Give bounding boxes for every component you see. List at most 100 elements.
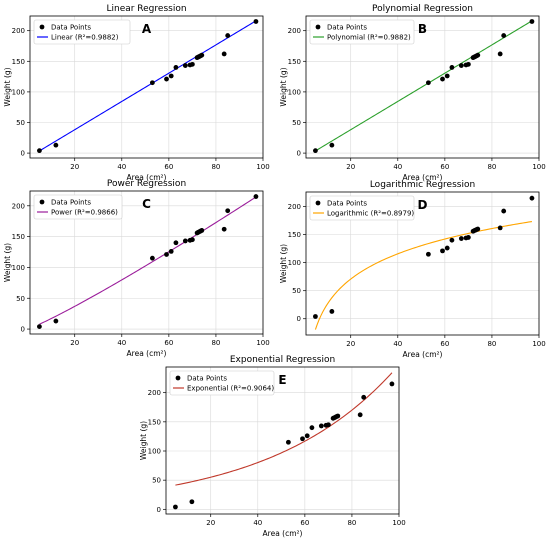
plot-frame [305, 15, 540, 159]
y-tick-label: 150 [148, 418, 161, 426]
y-tick-label: 150 [288, 231, 301, 239]
data-point [221, 51, 227, 57]
y-tick-label: 0 [157, 506, 161, 514]
y-tick-label: 200 [12, 202, 25, 210]
data-point [189, 237, 195, 243]
legend-label-fit: Power (R²=0.9866) [51, 209, 118, 217]
legend: Data Points Exponential (R²=0.9064) [169, 370, 274, 396]
panel-letter: E [278, 373, 286, 387]
panel-letter: C [142, 197, 151, 211]
y-tick-label: 50 [16, 295, 25, 303]
data-point [182, 238, 188, 244]
data-point [501, 33, 507, 38]
data-point [501, 208, 507, 214]
x-tick-label: 80 [487, 340, 496, 348]
data-point [285, 439, 291, 445]
x-tick-label: 80 [211, 163, 220, 171]
data-point [475, 52, 481, 58]
legend: Data Points Logarithmic (R²=0.8979) [309, 195, 414, 221]
x-tick-label: 20 [206, 519, 215, 527]
y-tick-label: 0 [21, 150, 25, 158]
y-tick-label: 200 [288, 27, 301, 35]
y-tick-label: 50 [152, 477, 161, 485]
data-point [173, 65, 179, 70]
chart-title: Exponential Regression [230, 355, 335, 365]
x-tick-label: 100 [532, 163, 545, 171]
fit-line [315, 20, 533, 152]
x-tick-label: 100 [392, 519, 405, 527]
panel-letter: D [418, 198, 428, 212]
data-point [329, 142, 335, 148]
legend-box [33, 194, 123, 220]
data-point [440, 76, 445, 82]
chart-title: Linear Regression [106, 4, 186, 14]
plot-frame [165, 366, 400, 515]
y-tick-label: 50 [292, 119, 301, 127]
y-tick-label: 100 [12, 88, 25, 96]
legend: Data Points Linear (R²=0.9882) [33, 19, 131, 45]
y-axis-label: Weight (g) [3, 243, 12, 282]
x-tick-label: 60 [440, 163, 449, 171]
x-axis-label: Area (cm²) [403, 350, 443, 359]
x-tick-label: 100 [256, 163, 269, 171]
legend-label-points: Data Points [51, 24, 91, 32]
x-tick-label: 80 [487, 163, 496, 171]
x-tick-label: 40 [393, 163, 402, 171]
x-tick-label: 60 [164, 163, 173, 171]
legend-marker-points [315, 200, 321, 206]
panel-a: 20 40 60 80 100 0 50 100 150 200 Linear Regression… [3, 4, 270, 182]
y-tick-label: 200 [148, 389, 161, 397]
data-point [309, 425, 315, 431]
x-tick-label: 40 [253, 519, 262, 527]
panel-b: 20 40 60 80 100 0 50 100 150 200 Polynomial Regres… [279, 4, 546, 182]
panel-d: 20 40 60 80 100 0 50 100 150 200 Logarithmic Regre… [279, 180, 546, 359]
data-point [199, 228, 205, 233]
x-axis-label: Area (cm²) [127, 173, 167, 182]
data-point [53, 318, 59, 324]
data-point [425, 251, 431, 257]
x-tick-label: 20 [70, 339, 79, 347]
data-point [465, 61, 471, 67]
data-point [449, 237, 455, 243]
data-point [444, 245, 450, 251]
x-axis-label: Area (cm²) [127, 349, 167, 358]
data-point [253, 19, 259, 24]
legend-marker-points [39, 24, 45, 30]
y-tick-label: 0 [297, 315, 301, 323]
x-tick-label: 80 [347, 519, 356, 527]
data-point [475, 226, 481, 232]
plot-frame [305, 191, 540, 336]
x-tick-label: 100 [532, 340, 545, 348]
data-point [335, 413, 341, 419]
data-point [425, 80, 431, 86]
legend-label-points: Data Points [187, 375, 227, 383]
data-point [357, 412, 363, 418]
legend: Data Points Power (R²=0.9866) [33, 194, 123, 220]
data-point [497, 51, 503, 57]
data-point [37, 324, 42, 330]
legend-label-fit: Exponential (R²=0.9064) [187, 385, 274, 393]
y-axis-label: Weight (g) [139, 421, 148, 460]
y-tick-label: 50 [292, 287, 301, 295]
data-point [529, 195, 535, 201]
legend-label-points: Data Points [327, 24, 367, 32]
y-tick-label: 100 [12, 264, 25, 272]
y-tick-label: 100 [288, 259, 301, 267]
panel-letter: B [418, 22, 427, 36]
data-point [199, 52, 205, 58]
x-tick-label: 60 [440, 340, 449, 348]
data-point [164, 252, 169, 257]
data-point [149, 255, 155, 261]
y-tick-label: 150 [12, 58, 25, 66]
y-tick-label: 100 [288, 88, 301, 96]
legend-marker-points [315, 24, 321, 30]
x-tick-label: 40 [117, 163, 126, 171]
data-point [221, 226, 227, 232]
legend-box [309, 19, 415, 45]
data-point [164, 76, 169, 82]
data-point [449, 65, 455, 70]
data-point [497, 225, 503, 231]
legend-marker-points [39, 199, 45, 205]
data-point [458, 236, 464, 241]
data-point [149, 80, 155, 86]
